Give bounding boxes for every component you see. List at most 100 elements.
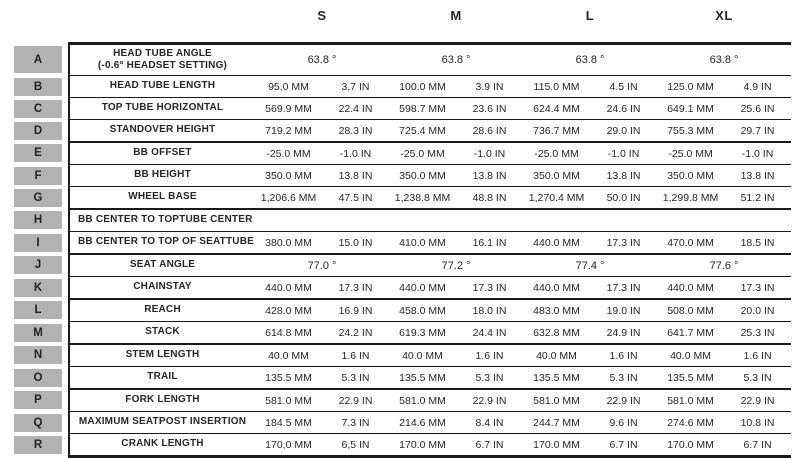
row-label: TRAIL [68, 366, 255, 390]
row-letter-cell: K [14, 277, 69, 300]
value-in: 1.6 IN [456, 344, 524, 367]
value-in: 4.5 IN [590, 75, 658, 98]
value-in: 17.3 IN [322, 276, 390, 300]
value-mm: 440.0 MM [255, 276, 322, 300]
value-mm: 350.0 MM [389, 164, 457, 187]
value-in: 13.8 IN [590, 164, 658, 187]
value-in: 1.6 IN [322, 344, 390, 367]
value-in: 6.7 IN [590, 433, 658, 458]
table-row: H BB CENTER TO TOPTUBE CENTER [14, 209, 792, 232]
row-letter-cell: A [14, 44, 69, 76]
value-mm: 170.0 MM [389, 433, 457, 458]
row-label: CRANK LENGTH [68, 433, 255, 458]
value-mm: 483.0 MM [523, 299, 591, 322]
value-in: 10.8 IN [724, 411, 792, 434]
row-letter: I [14, 233, 62, 252]
value-in: 17.3 IN [590, 276, 658, 300]
value-mm: 619.3 MM [389, 321, 457, 345]
value-angle: 77.6 ° [657, 254, 792, 277]
value-in: 18.0 IN [456, 299, 524, 322]
value-mm: 170.0 MM [523, 433, 591, 458]
size-header-m: M [389, 0, 524, 45]
value-mm: 725.4 MM [389, 119, 457, 143]
value-mm: 508.0 MM [657, 299, 725, 322]
value-mm: -25.0 MM [389, 142, 457, 165]
value-mm: 40.0 MM [657, 344, 725, 367]
value-mm: 184.5 MM [255, 411, 322, 434]
value-in: 6,5 IN [322, 433, 390, 458]
value-mm: 170.0 MM [657, 433, 725, 458]
value-in: 16.9 IN [322, 299, 390, 322]
row-letter: C [14, 99, 62, 118]
row-letter-cell: G [14, 187, 69, 210]
value-in: 5.3 IN [724, 366, 792, 390]
row-label: BB HEIGHT [68, 164, 255, 187]
row-letter: H [14, 211, 62, 230]
value-mm: 170,0 MM [255, 433, 322, 458]
value-mm: 569.9 MM [255, 97, 322, 120]
value-mm: 440.0 MM [389, 276, 457, 300]
row-letter-cell: D [14, 120, 69, 143]
row-letter-cell: O [14, 367, 69, 390]
row-letter: N [14, 346, 62, 365]
row-letter-cell: Q [14, 412, 69, 434]
value-mm: 95,0 MM [255, 75, 322, 98]
value-angle: 77.0 ° [255, 254, 390, 277]
value-mm: 581.0 MM [523, 389, 591, 412]
row-sublabel: (-0.6° HEADSET SETTING) [97, 60, 228, 71]
value-in: -1.0 IN [724, 142, 792, 165]
value-mm: 440.0 MM [657, 276, 725, 300]
value-in: 1.6 IN [724, 344, 792, 367]
header-spacer-letter [14, 0, 69, 44]
value-mm: 641.7 MM [657, 321, 725, 345]
value-mm: 40.0 MM [255, 344, 322, 367]
value-mm: 1,270.4 MM [523, 186, 591, 210]
value-in: 24.2 IN [322, 321, 390, 345]
value-in: 7.3 IN [322, 411, 390, 434]
row-letter: D [14, 121, 62, 140]
value-mm: 274.6 MM [657, 411, 725, 434]
value-mm: 1,206.6 MM [255, 186, 322, 210]
value-in: 13.8 IN [322, 164, 390, 187]
row-label: MAXIMUM SEATPOST INSERTION [68, 411, 255, 434]
value-in: 50.0 IN [590, 186, 658, 210]
value-in: 47.5 IN [322, 186, 390, 210]
value-in: 13.8 IN [724, 164, 792, 187]
value-in: 28.6 IN [456, 119, 524, 143]
value-in: 22.9 IN [724, 389, 792, 412]
row-letter: O [14, 368, 62, 387]
value-mm: 614.8 MM [255, 321, 322, 345]
value-in: 25.6 IN [724, 97, 792, 120]
row-letter-cell: M [14, 322, 69, 345]
value-mm: 115.0 MM [523, 75, 591, 98]
row-letter-cell: E [14, 142, 69, 165]
row-letter: P [14, 391, 62, 410]
value-mm: 100.0 MM [389, 75, 457, 98]
row-letter-cell: J [14, 254, 69, 277]
header-spacer-label [69, 0, 255, 45]
table-row: D STANDOVER HEIGHT 719.2 MM 28.3 IN 725.4 MM… [14, 119, 792, 143]
row-letter-cell: L [14, 299, 69, 322]
row-label: TOP TUBE HORIZONTAL [68, 97, 255, 120]
table-row: I BB CENTER TO TOP OF SEATTUBE 380.0 MM 15.… [14, 231, 792, 255]
value-in: 16.1 IN [456, 231, 524, 255]
row-letter: M [14, 323, 62, 342]
value-in: 20.0 IN [724, 299, 792, 322]
row-letter: L [14, 301, 62, 320]
value-mm: 440.0 MM [523, 276, 591, 300]
value-mm: 719.2 MM [255, 119, 322, 143]
value-mm: 581.0 MM [255, 389, 322, 412]
value-in: 5.3 IN [590, 366, 658, 390]
value-mm: -25.0 MM [255, 142, 322, 165]
row-label: REACH [68, 299, 255, 322]
value-in: -1.0 IN [590, 142, 658, 165]
value-mm: 458.0 MM [389, 299, 457, 322]
value-in: 6.7 IN [724, 433, 792, 458]
value-in: 17.3 IN [590, 231, 658, 255]
value-mm: 125.0 MM [657, 75, 725, 98]
value-mm: -25.0 MM [523, 142, 591, 165]
row-label: CHAINSTAY [68, 276, 255, 300]
row-letter: A [14, 46, 62, 73]
value-mm: 244.7 MM [523, 411, 591, 434]
row-label: BB CENTER TO TOP OF SEATTUBE [68, 231, 255, 255]
